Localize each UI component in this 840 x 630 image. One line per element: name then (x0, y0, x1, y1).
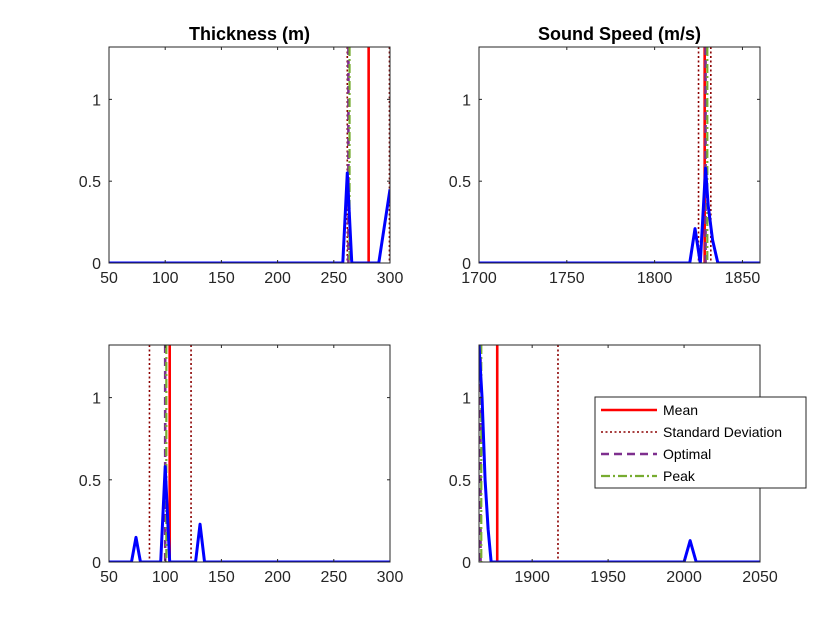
legend-label: Mean (663, 402, 698, 418)
y-tick-label: 0.5 (79, 473, 101, 490)
series-line-1 (109, 465, 390, 562)
y-tick-label: 1 (462, 391, 471, 408)
subplot-title: Sound Speed (m/s) (538, 24, 701, 44)
x-tick-label: 200 (264, 569, 291, 586)
x-tick-label: 250 (320, 270, 347, 287)
x-tick-label: 250 (320, 569, 347, 586)
legend: Mean Standard Deviation Optimal Peak (594, 396, 807, 489)
legend-box (594, 396, 807, 489)
subplot-title: Thickness (m) (189, 24, 310, 44)
x-tick-label: 1850 (725, 270, 761, 287)
legend-label: Optimal (663, 446, 711, 462)
plot-area (479, 47, 760, 263)
x-tick-label: 1750 (549, 270, 585, 287)
x-tick-label: 50 (100, 569, 118, 586)
plot-area (109, 47, 390, 263)
plot-area (479, 345, 760, 562)
x-tick-label: 150 (208, 569, 235, 586)
x-tick-label: 1950 (590, 569, 626, 586)
y-tick-label: 0.5 (449, 473, 471, 490)
y-tick-label: 0 (462, 256, 471, 273)
subplot-2: 1700 1750 1800 1850 0 0.5 1 Sound Speed (m/s) (449, 24, 761, 287)
x-tick-label: 300 (377, 270, 404, 287)
x-tick-label: 50 (100, 270, 118, 287)
x-tick-label: 200 (264, 270, 291, 287)
x-tick-label: 100 (152, 270, 179, 287)
y-tick-label: 1 (462, 92, 471, 109)
axes-background (479, 47, 760, 263)
axes-frame (108, 344, 391, 563)
series-line-1 (109, 171, 390, 263)
y-tick-label: 0 (92, 256, 101, 273)
axes-frame (108, 46, 391, 264)
x-tick-label: 2050 (742, 569, 778, 586)
x-tick-label: 100 (152, 569, 179, 586)
y-tick-label: 0 (92, 555, 101, 572)
y-tick-label: 0.5 (449, 174, 471, 191)
x-tick-label: 300 (377, 569, 404, 586)
legend-label: Peak (663, 468, 696, 484)
x-tick-label: 1800 (637, 270, 673, 287)
x-tick-label: 1700 (461, 270, 497, 287)
plot-area (109, 345, 390, 562)
subplot-1: 50 100 150 200 250 300 0 0.5 1 Thickness (m) (79, 24, 404, 287)
y-tick-label: 1 (92, 391, 101, 408)
y-tick-label: 1 (92, 92, 101, 109)
axes-background (109, 345, 390, 562)
y-tick-label: 0 (462, 555, 471, 572)
x-tick-label: 2000 (666, 569, 702, 586)
axes-frame (478, 46, 761, 264)
y-tick-label: 0.5 (79, 174, 101, 191)
series-line-1 (479, 166, 760, 263)
x-tick-label: 1900 (514, 569, 550, 586)
series-line-1 (479, 345, 760, 562)
subplot-3: 50 100 150 200 250 300 0 0.5 1 (79, 344, 404, 586)
legend-label: Standard Deviation (663, 424, 782, 440)
x-tick-label: 150 (208, 270, 235, 287)
